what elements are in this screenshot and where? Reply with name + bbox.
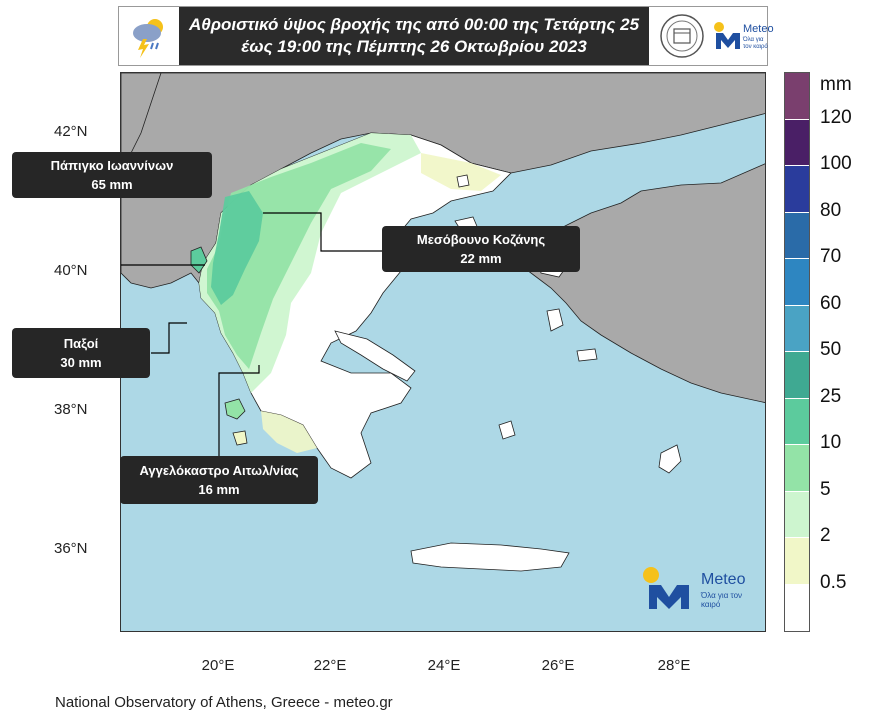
lon-tick-24: 24°E (427, 657, 461, 674)
map-canvas (121, 73, 765, 631)
colorbar-label: 120 (820, 106, 852, 128)
colorbar-segment (785, 166, 809, 213)
title-line-2: έως 19:00 της Πέμπτης 26 Οκτωβρίου 2023 (241, 37, 587, 56)
colorbar-label: 60 (820, 292, 842, 314)
zakynthos-island (232, 430, 248, 446)
callout-aggelokastro: Αγγελόκαστρο Αιτωλ/νίας 16 mm (120, 456, 318, 504)
rain-yellow-peloponnese (261, 411, 317, 453)
callout-station: Μεσόβουνο Κοζάνης (416, 232, 546, 247)
colorbar-segment (785, 73, 809, 120)
pointer-papigko (121, 264, 205, 266)
callout-value: 30 mm (60, 355, 102, 370)
rainfall-map: Meteo Όλα για τον καιρό (120, 72, 766, 632)
colorbar-label: 0.5 (820, 571, 847, 593)
colorbar-segment (785, 259, 809, 306)
callout-station: Παξοί (63, 336, 99, 351)
meteo-logo-tagline: Όλα για τον καιρό (743, 37, 768, 50)
lat-tick-40: 40°N (54, 262, 88, 279)
lon-tick-26: 26°E (541, 657, 575, 674)
colorbar-label: 5 (820, 478, 831, 500)
callout-station: Αγγελόκαστρο Αιτωλ/νίας (139, 463, 299, 478)
meteo-header-logo: Meteo Όλα για τον καιρό (713, 17, 774, 57)
colorbar (784, 72, 810, 632)
thasos-island (456, 174, 470, 188)
naxos-island (498, 420, 516, 440)
rain-yellow-thrace (421, 153, 501, 191)
header-panel: Αθροιστικό ύψος βροχής της από 00:00 της… (118, 6, 774, 66)
storm-icon (133, 19, 163, 58)
crete-island (410, 542, 570, 572)
callout-papigko: Πάπιγκο Ιωαννίνων 65 mm (12, 152, 212, 198)
samos-island (576, 348, 598, 362)
turkey-land (510, 163, 765, 403)
pointer-paxoi (151, 322, 187, 354)
meteo-watermark-tagline: Όλα για τον καιρό (701, 591, 743, 609)
title-line-1: Αθροιστικό ύψος βροχής της από 00:00 της… (188, 15, 640, 34)
callout-value: 65 mm (91, 177, 133, 192)
lat-tick-42: 42°N (54, 123, 88, 140)
callout-mesovouno: Μεσόβουνο Κοζάνης 22 mm (382, 226, 580, 272)
colorbar-label: 80 (820, 199, 842, 221)
colorbar-label: 25 (820, 385, 842, 407)
colorbar-label: 100 (820, 153, 852, 174)
chios-island (546, 308, 564, 332)
pointer-aggelokastro (218, 365, 260, 457)
lat-tick-38: 38°N (54, 401, 88, 418)
footer-credit: National Observatory of Athens, Greece -… (55, 694, 393, 711)
rain-heavy-epirus (211, 191, 263, 305)
observatory-seal-icon (660, 14, 704, 58)
callout-value: 16 mm (198, 482, 240, 497)
meteo-logo-text: Meteo (743, 23, 774, 35)
corfu-island (190, 246, 208, 274)
lon-tick-20: 20°E (201, 657, 235, 674)
map-title: Αθροιστικό ύψος βροχής της από 00:00 της… (179, 7, 649, 65)
lat-tick-36: 36°N (54, 540, 88, 557)
evia-island (334, 330, 416, 382)
colorbar-label: 70 (820, 246, 842, 267)
balkans-land (121, 73, 765, 289)
callout-value: 22 mm (460, 251, 502, 266)
meteo-watermark-icon (643, 567, 689, 609)
colorbar-label: 10 (820, 432, 842, 453)
lon-tick-28: 28°E (657, 657, 691, 674)
colorbar-segment (785, 491, 809, 538)
kefalonia-island (224, 398, 246, 420)
colorbar-segment (785, 445, 809, 492)
colorbar-segment (785, 584, 809, 631)
pointer-mesovouno (263, 212, 383, 252)
colorbar-label: 2 (820, 525, 831, 546)
rhodes-island (658, 444, 682, 474)
colorbar-label: 50 (820, 339, 842, 360)
meteo-watermark-text: Meteo (701, 571, 746, 588)
lon-tick-22: 22°E (313, 657, 347, 674)
meteo-logo-icon (714, 22, 740, 49)
colorbar-segment (785, 305, 809, 352)
colorbar-segment (785, 212, 809, 259)
italy-land (121, 73, 162, 164)
colorbar-segment (785, 352, 809, 399)
colorbar-segment (785, 119, 809, 166)
colorbar-unit: mm (820, 74, 852, 95)
meteo-watermark: Meteo Όλα για τον καιρό (641, 567, 761, 611)
colorbar-segment (785, 398, 809, 445)
callout-station: Πάπιγκο Ιωαννίνων (50, 158, 174, 173)
callout-paxoi: Παξοί 30 mm (12, 328, 150, 378)
colorbar-segment (785, 538, 809, 585)
